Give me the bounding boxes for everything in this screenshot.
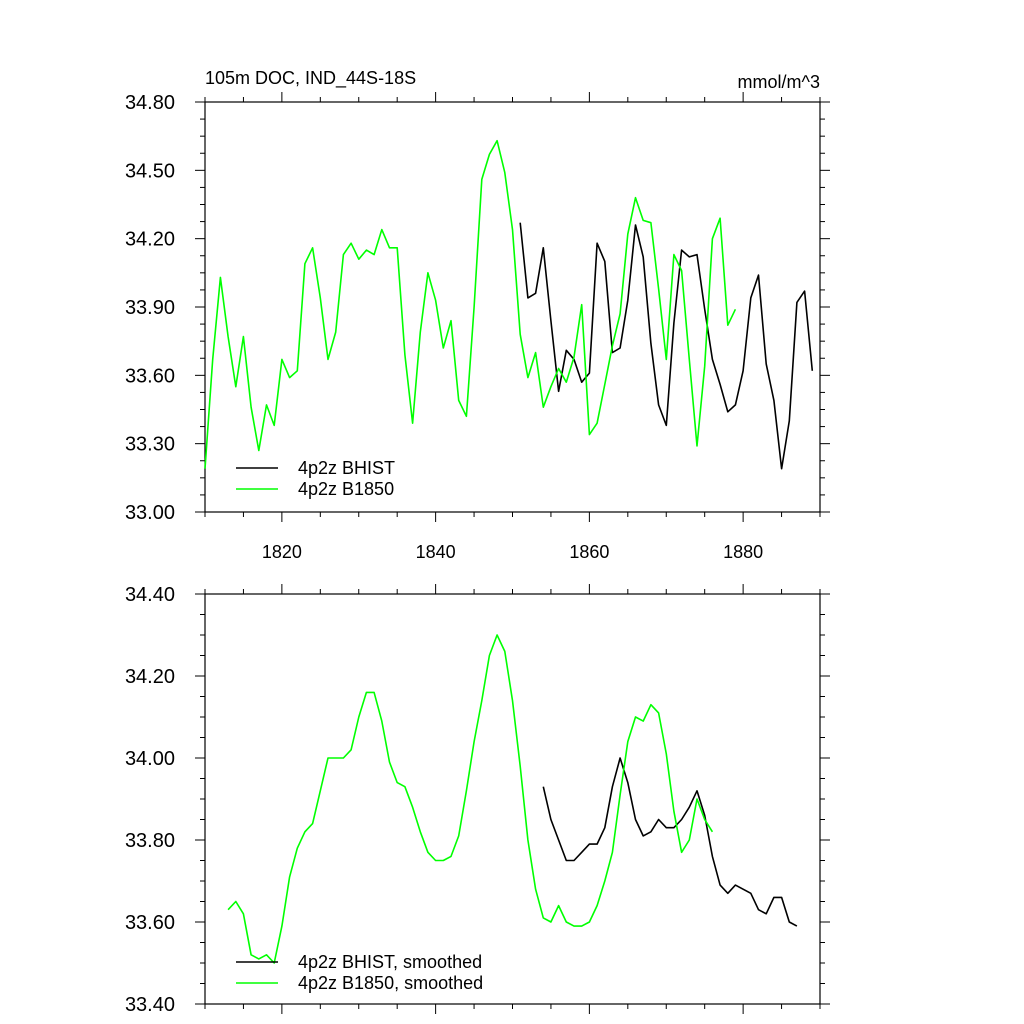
series-line-2 (227, 634, 714, 964)
chart-panel-1: 1820 1840 1860 1880 33.00 33.30 33.60 33.90 34.2… (125, 68, 830, 562)
y-tick-label: 33.90 (125, 297, 175, 319)
y-tick-label: 33.30 (125, 434, 175, 456)
x-tick-label: 1820 (262, 542, 302, 562)
x-tick-label: 1840 (416, 542, 456, 562)
series-line-2 (204, 139, 737, 469)
y-tick-label: 34.50 (125, 160, 175, 182)
y-tick-label: 34.00 (125, 748, 175, 770)
legend-entry: 4p2z BHIST, smoothed (298, 952, 482, 972)
y-tick-label: 34.20 (125, 666, 175, 688)
legend-entry: 4p2z BHIST (298, 458, 395, 478)
series-line-1 (519, 222, 814, 470)
legend-entry: 4p2z B1850 (298, 479, 394, 499)
y-tick-label: 34.40 (125, 584, 175, 606)
y-tick-label: 33.60 (125, 912, 175, 934)
x-axis-ticks: 1820 1840 1860 1880 (204, 92, 821, 562)
units-label: mmol/m^3 (738, 72, 820, 92)
series-line-1 (542, 757, 798, 927)
y-axis-ticks: 33.40 33.60 33.80 34.00 34.20 34.40 (125, 584, 830, 1016)
y-tick-label: 33.60 (125, 365, 175, 387)
x-axis-ticks (204, 584, 821, 1014)
y-tick-label: 33.40 (125, 994, 175, 1016)
x-tick-label: 1880 (723, 542, 763, 562)
y-axis-ticks: 33.00 33.30 33.60 33.90 34.20 34.50 34.80 (125, 92, 830, 524)
x-tick-label: 1860 (569, 542, 609, 562)
y-tick-label: 34.20 (125, 229, 175, 251)
chart-panel-2: 33.40 33.60 33.80 34.00 34.20 34.40 4p2z BHIST… (125, 584, 830, 1016)
y-tick-label: 33.80 (125, 830, 175, 852)
chart-title: 105m DOC, IND_44S-18S (205, 68, 416, 89)
legend-entry: 4p2z B1850, smoothed (298, 973, 483, 993)
y-tick-label: 34.80 (125, 92, 175, 114)
y-tick-label: 33.00 (125, 502, 175, 524)
